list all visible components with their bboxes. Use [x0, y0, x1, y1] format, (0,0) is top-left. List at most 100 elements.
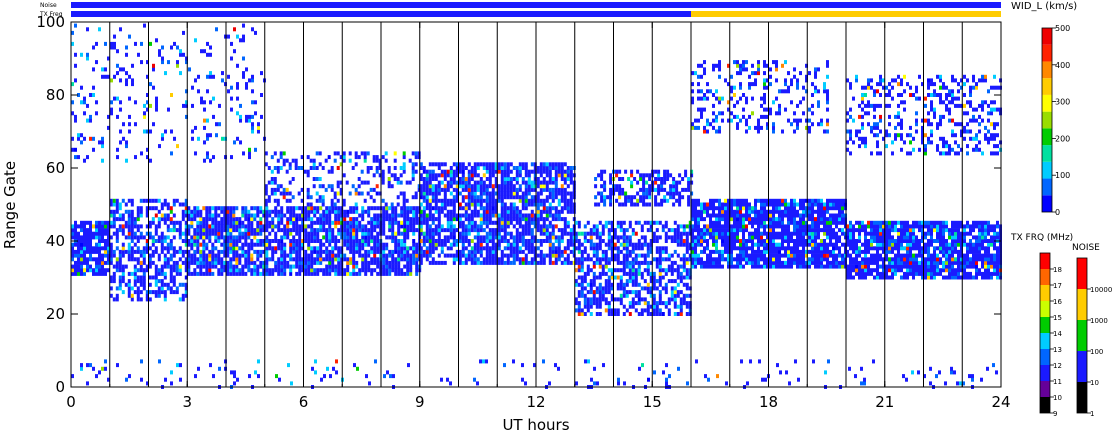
echo-cell: [163, 246, 167, 251]
echo-cell: [888, 224, 891, 229]
echo-cell: [551, 228, 555, 233]
echo-cell: [412, 220, 416, 225]
echo-cell: [139, 279, 143, 284]
echo-cell: [181, 239, 185, 243]
echo-cell: [515, 169, 519, 174]
echo-cell: [655, 239, 659, 243]
echo-cell: [691, 260, 694, 265]
echo-cell: [563, 169, 567, 174]
echo-cell: [253, 231, 257, 236]
echo-cell: [627, 195, 631, 200]
echo-cell: [394, 242, 398, 247]
echo-cell: [319, 257, 323, 262]
echo-cell: [101, 224, 104, 229]
echo-cell: [98, 235, 101, 240]
echo-cell: [280, 209, 284, 214]
echo-cell: [542, 166, 546, 170]
echo-cell: [325, 206, 329, 211]
echo-cell: [598, 297, 602, 302]
echo-cell: [437, 180, 441, 185]
echo-cell: [775, 249, 778, 254]
echo-cell: [751, 235, 754, 240]
echo-cell: [790, 249, 793, 254]
echo-cell: [634, 257, 638, 262]
echo-cell: [574, 297, 578, 302]
echo-cell: [554, 169, 558, 174]
echo-cell: [449, 184, 453, 189]
echo-cell: [127, 246, 131, 251]
echo-cell: [202, 228, 206, 233]
echo-cell: [476, 209, 480, 214]
strip-0-segment-0: [71, 2, 1001, 8]
echo-cell: [811, 242, 814, 247]
echo-cell: [280, 213, 284, 218]
echo-cell: [669, 184, 673, 189]
echo-cell: [530, 235, 534, 240]
echo-cell: [763, 231, 766, 236]
echo-cell: [279, 191, 283, 196]
echo-cell: [637, 290, 641, 295]
echo-cell: [876, 228, 879, 233]
echo-cell: [399, 180, 403, 185]
echo-cell: [554, 206, 558, 211]
echo-cell: [533, 180, 537, 185]
echo-cell: [412, 231, 416, 236]
echo-cell: [280, 271, 284, 276]
echo-cell: [166, 235, 170, 240]
echo-cell: [545, 253, 549, 258]
echo-cell: [619, 235, 623, 240]
echo-cell: [178, 297, 182, 302]
echo-cell: [235, 235, 239, 240]
echo-cell: [832, 264, 835, 269]
echo-cell: [634, 231, 638, 236]
echo-cell: [358, 246, 362, 251]
echo-cell: [124, 249, 128, 254]
echo-cell: [214, 235, 218, 240]
echo-cell: [470, 228, 474, 233]
echo-cell: [636, 202, 640, 207]
echo-cell: [700, 264, 703, 269]
echo-cell: [823, 217, 826, 222]
echo-cell: [446, 209, 450, 214]
echo-cell: [598, 220, 602, 225]
echo-cell: [876, 275, 879, 280]
echo-cell: [205, 206, 209, 211]
echo-cell: [598, 271, 602, 276]
echo-cell: [452, 198, 456, 203]
echo-cell: [276, 158, 280, 163]
echo-cell: [619, 242, 623, 247]
echo-cell: [352, 220, 356, 225]
echo-cell: [226, 231, 230, 236]
echo-cell: [652, 286, 656, 291]
echo-cell: [885, 231, 888, 236]
echo-cell: [802, 220, 805, 225]
echo-cell: [467, 177, 471, 181]
echo-cell: [485, 242, 489, 247]
echo-cell: [276, 198, 280, 203]
echo-cell: [569, 239, 573, 243]
echo-cell: [256, 206, 260, 211]
echo-cell: [610, 246, 614, 251]
echo-cell: [521, 260, 525, 265]
echo-cell: [473, 202, 477, 207]
echo-cell: [506, 162, 510, 167]
echo-cell: [241, 242, 245, 247]
echo-cell: [751, 224, 754, 229]
echo-cell: [333, 151, 337, 156]
echo-cell: [443, 173, 447, 178]
echo-cell: [331, 268, 335, 273]
echo-cell: [139, 235, 143, 240]
echo-cell: [464, 206, 468, 211]
echo-cell: [217, 260, 221, 265]
echo-cell: [295, 239, 299, 243]
echo-cell: [560, 217, 564, 222]
echo-cell: [337, 249, 341, 254]
echo-cell: [691, 217, 694, 222]
echo-cell: [470, 169, 474, 174]
echo-cell: [640, 297, 644, 302]
echo-cell: [461, 242, 465, 247]
echo-cell: [491, 184, 495, 189]
echo-cell: [873, 220, 876, 225]
echo-cell: [766, 231, 769, 236]
echo-cell: [121, 231, 125, 236]
